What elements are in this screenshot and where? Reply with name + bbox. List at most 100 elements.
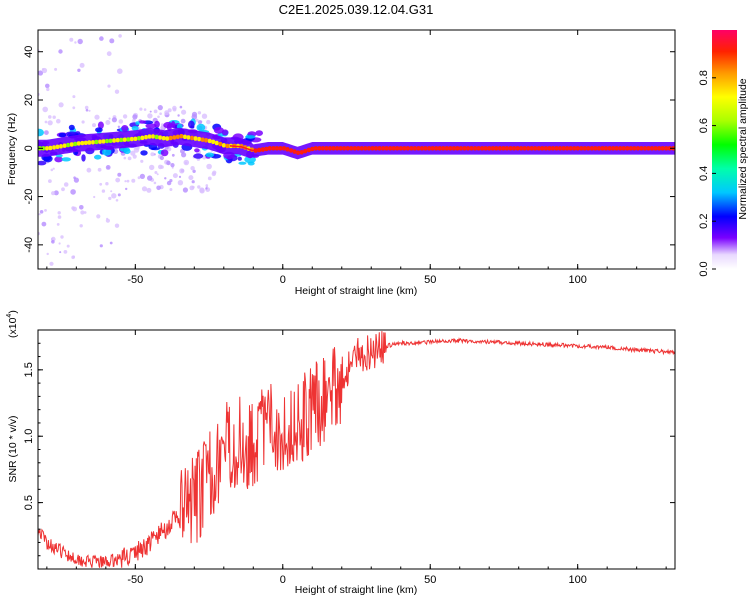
noise-blob xyxy=(156,173,159,176)
noise-blob xyxy=(141,186,148,192)
noise-blob xyxy=(84,105,89,110)
noise-blob xyxy=(125,187,128,191)
noise-blob xyxy=(172,173,178,179)
band-peak-line xyxy=(229,145,675,154)
band-core-cell xyxy=(41,146,46,151)
noise-blob xyxy=(118,34,122,38)
colorbar-tick-label: 0.2 xyxy=(698,214,710,229)
noise-blob xyxy=(124,180,127,183)
noise-blob xyxy=(197,111,202,115)
band-core-cell xyxy=(225,143,230,149)
energy-blob xyxy=(176,123,183,130)
noise-blob xyxy=(166,160,171,166)
noise-blob xyxy=(126,179,130,183)
noise-blob xyxy=(99,182,103,186)
band-core-cell xyxy=(87,140,92,145)
noise-blob xyxy=(179,105,183,109)
spectrogram-marks xyxy=(38,34,675,266)
noise-blob xyxy=(205,187,208,190)
noise-blob xyxy=(74,41,77,44)
energy-blob xyxy=(238,161,247,165)
band-core-cell xyxy=(204,138,208,143)
noise-blob xyxy=(48,115,52,119)
noise-blob xyxy=(38,70,44,76)
noise-blob xyxy=(44,120,48,124)
band-core-cell xyxy=(207,138,212,144)
noise-blob xyxy=(97,167,102,172)
spectrogram-frame xyxy=(37,29,676,270)
band-core-cell xyxy=(84,140,88,145)
band-core-cell xyxy=(165,136,169,141)
noise-blob xyxy=(114,89,120,94)
noise-blob xyxy=(44,130,49,136)
energy-blob xyxy=(121,125,129,132)
noise-blob xyxy=(118,119,124,124)
noise-blob xyxy=(38,213,41,216)
noise-blob xyxy=(56,118,61,124)
noise-blob xyxy=(179,168,185,174)
noise-blob xyxy=(56,223,60,226)
energy-blob xyxy=(94,154,102,160)
snr-ylabel: SNR (10 * v/v) xyxy=(7,415,19,482)
noise-blob xyxy=(156,185,161,191)
noise-blob xyxy=(154,171,158,174)
energy-blob xyxy=(102,148,112,156)
noise-blob xyxy=(58,102,64,108)
band-core-cell xyxy=(218,141,223,147)
noise-blob xyxy=(52,167,55,170)
energy-blob xyxy=(123,148,131,155)
band-core-cell xyxy=(98,139,102,144)
noise-blob xyxy=(159,112,162,115)
noise-blob xyxy=(188,175,194,181)
noise-blob xyxy=(96,214,101,219)
band-core-cell xyxy=(200,137,205,142)
noise-blob xyxy=(191,114,198,120)
noise-blob xyxy=(94,114,100,120)
noise-blob xyxy=(109,241,113,245)
noise-blob xyxy=(108,196,112,201)
snr-ticks: -50 0 50 100 0.5 1.0 1.5 xyxy=(23,330,675,586)
noise-blob xyxy=(51,191,56,196)
energy-blob xyxy=(213,126,224,134)
snr-panel: -50 0 50 100 0.5 1.0 1.5 Height of straight li… xyxy=(6,310,676,596)
noise-blob xyxy=(171,166,174,169)
band-core-cell xyxy=(197,136,201,142)
colorbar-tick-label: 0.8 xyxy=(698,70,710,85)
noise-blob xyxy=(109,38,115,44)
noise-blob xyxy=(117,193,121,197)
band-core-cell xyxy=(80,140,85,146)
noise-blob xyxy=(51,240,55,244)
noise-blob xyxy=(147,113,153,119)
noise-blob xyxy=(197,120,203,125)
spectrogram-ylabel: Frequency (Hz) xyxy=(6,113,18,185)
energy-blob xyxy=(138,120,147,124)
noise-blob xyxy=(86,167,92,173)
noise-blob xyxy=(132,154,137,159)
spec-xtick-label: 50 xyxy=(424,274,436,286)
noise-blob xyxy=(131,178,136,183)
noise-blob xyxy=(77,68,81,73)
band-core-cell xyxy=(183,134,187,139)
snr-xtick-label: 0 xyxy=(280,574,286,586)
noise-blob xyxy=(133,147,140,153)
noise-blob xyxy=(110,190,113,193)
spec-ytick-label: 0 xyxy=(23,145,35,151)
band-core-cell xyxy=(193,136,198,141)
noise-blob xyxy=(207,176,212,181)
noise-blob xyxy=(105,120,111,125)
noise-blob xyxy=(93,195,96,199)
noise-blob xyxy=(117,172,122,177)
noise-blob xyxy=(211,171,216,177)
noise-blob xyxy=(160,165,164,169)
band-core-cell xyxy=(45,146,49,151)
band-core-cell xyxy=(69,142,74,147)
snr-ytick-label: 1.0 xyxy=(23,429,35,444)
noise-blob xyxy=(170,163,175,168)
noise-blob xyxy=(160,123,164,127)
band-core-cell xyxy=(94,139,99,145)
snr-ytick-label: 0.5 xyxy=(23,495,35,510)
band-core-cell xyxy=(186,135,191,140)
noise-blob xyxy=(99,244,103,248)
noise-blob xyxy=(164,110,170,116)
